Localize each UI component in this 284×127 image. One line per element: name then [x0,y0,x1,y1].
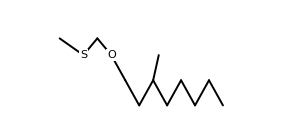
Text: S: S [80,50,87,60]
Text: O: O [107,50,116,60]
